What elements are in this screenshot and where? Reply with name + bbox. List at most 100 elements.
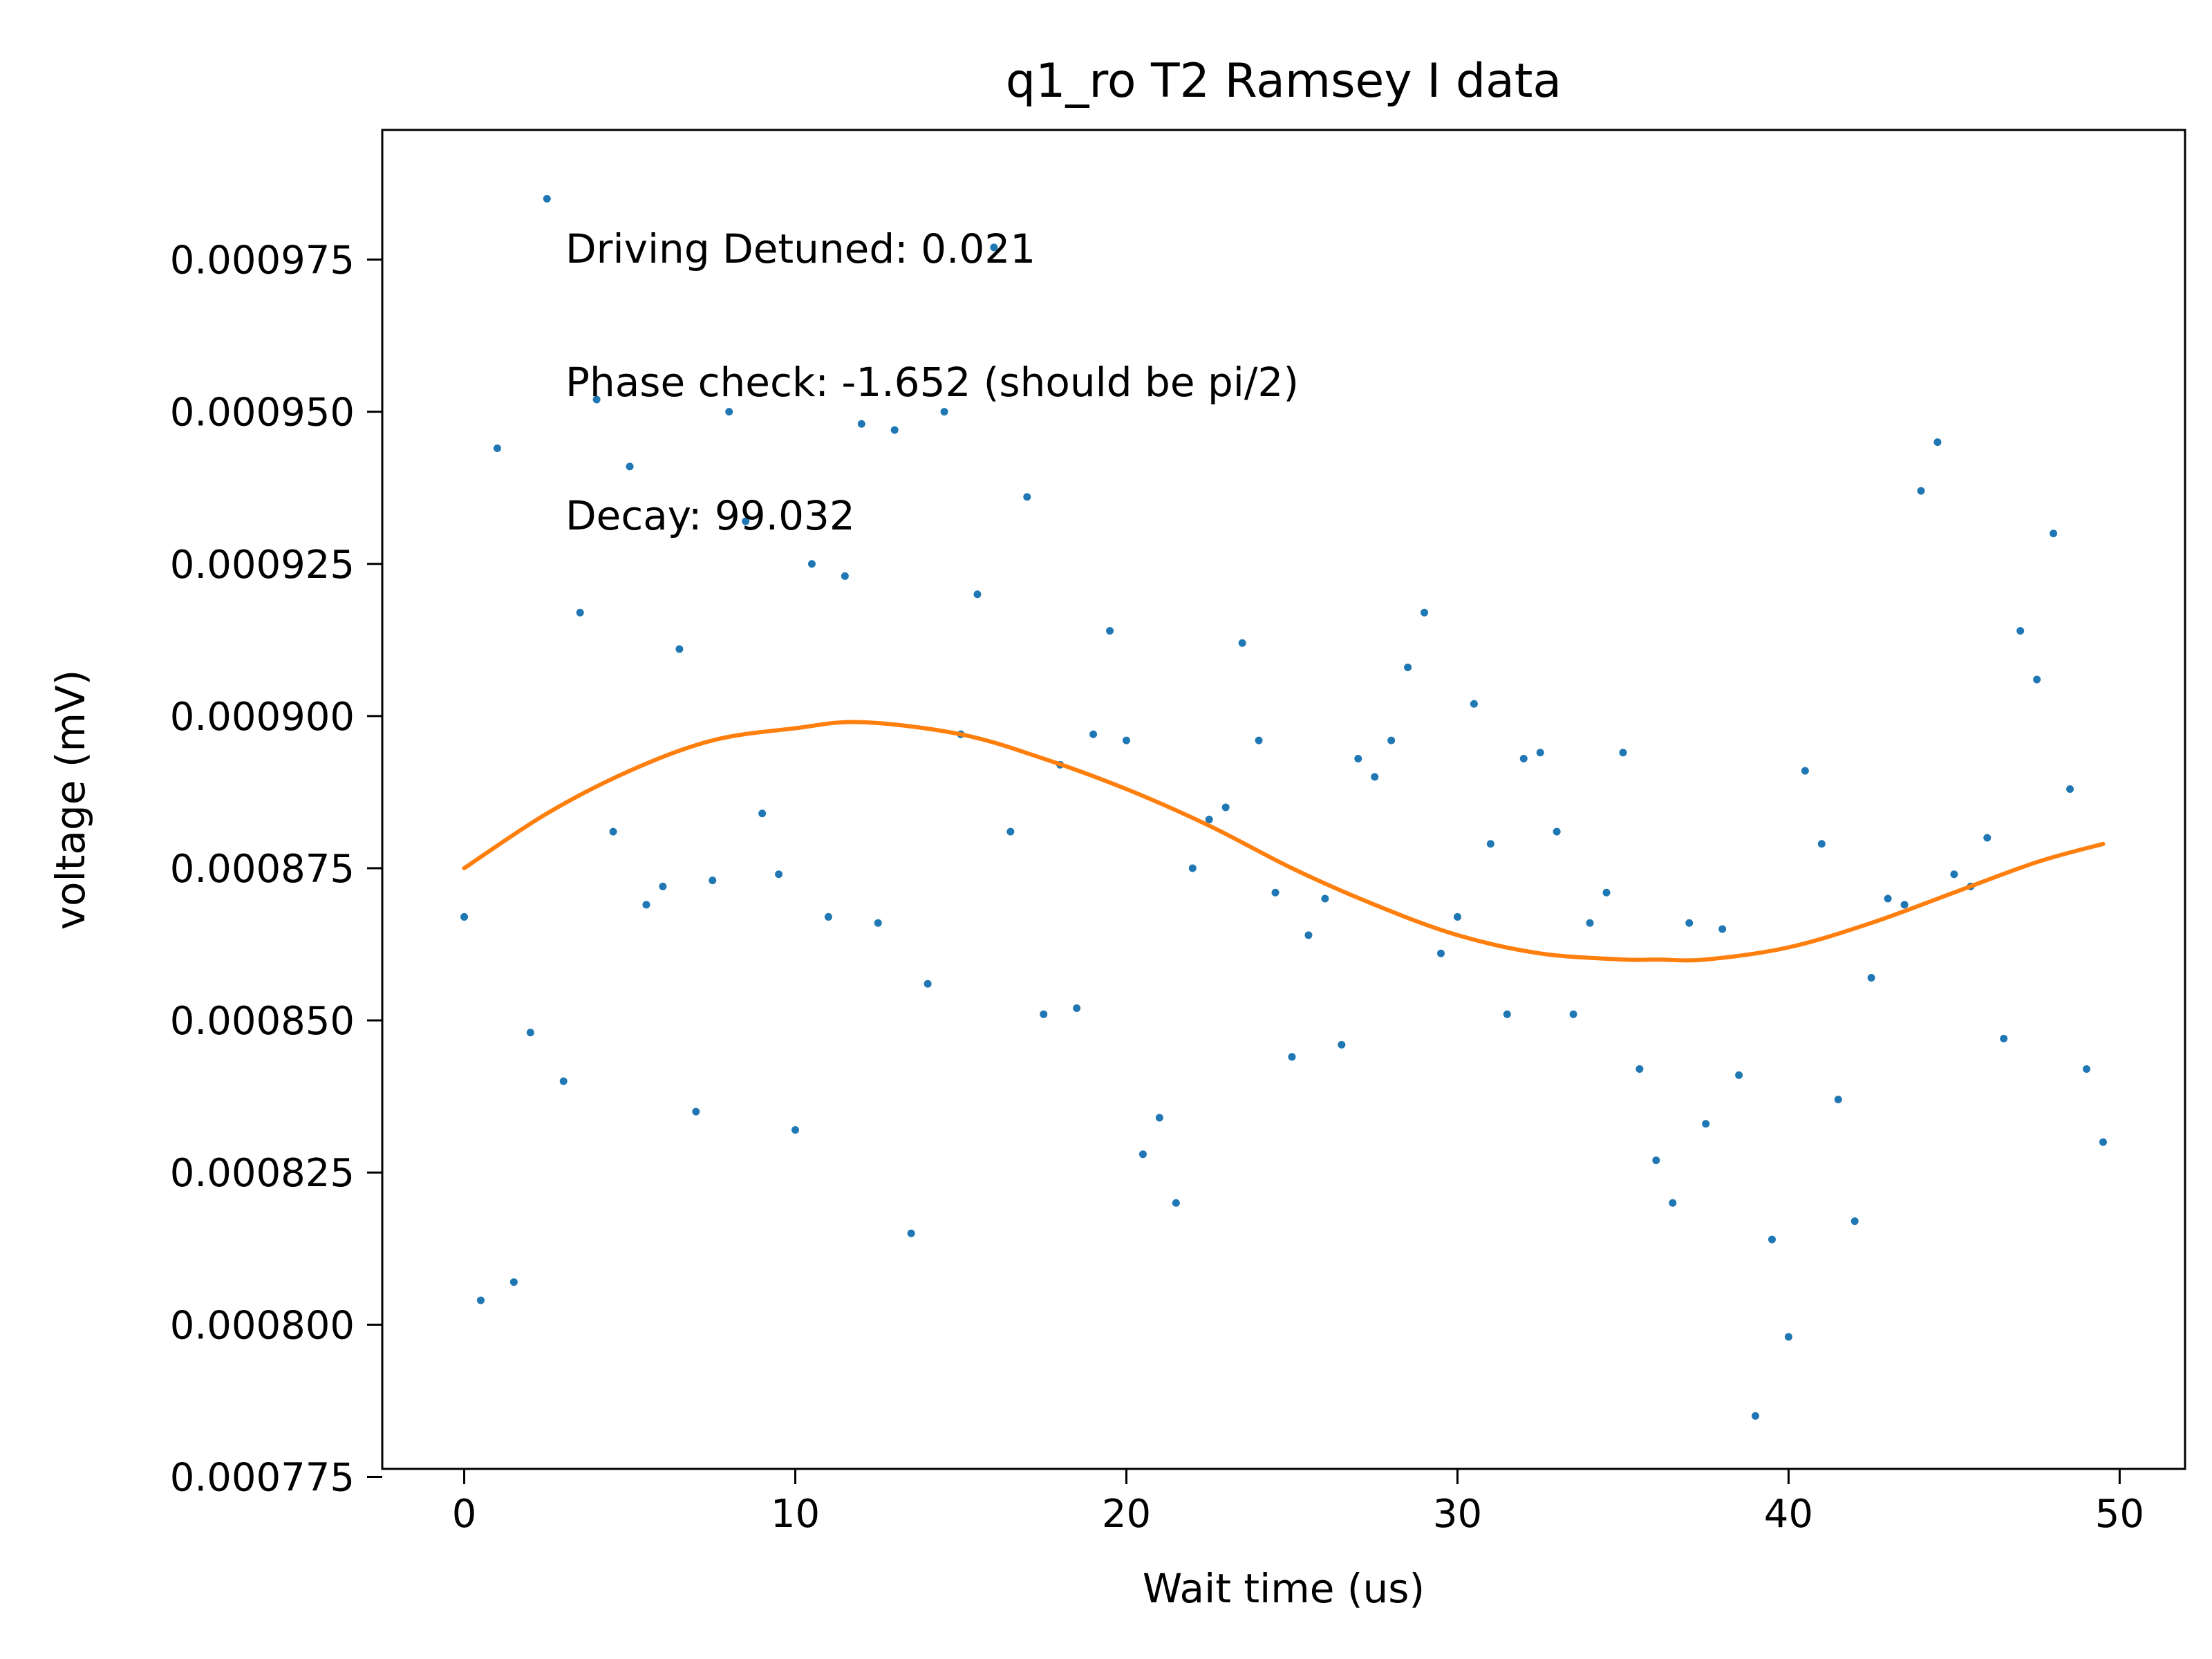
data-point xyxy=(1900,901,1909,909)
data-point xyxy=(675,645,684,653)
data-point xyxy=(2016,627,2025,635)
annotation-phase-check: Phase check: -1.652 (should be pi/2) xyxy=(565,359,1299,406)
data-point xyxy=(1867,973,1875,982)
data-point xyxy=(1238,639,1246,647)
data-point xyxy=(1735,1071,1743,1079)
data-point xyxy=(940,408,948,416)
data-point xyxy=(857,420,865,428)
data-point xyxy=(1933,438,1942,447)
data-point xyxy=(924,980,932,988)
data-point xyxy=(1006,827,1015,836)
data-point xyxy=(1354,755,1362,763)
y-tick-label: 0.000850 xyxy=(170,999,355,1044)
data-point xyxy=(2066,785,2074,794)
y-tick-label: 0.000975 xyxy=(170,238,355,283)
data-point xyxy=(907,1229,915,1237)
data-point xyxy=(1569,1010,1577,1018)
data-point xyxy=(576,608,584,617)
data-point xyxy=(476,1296,485,1304)
data-point xyxy=(1553,827,1561,836)
x-tick-label: 20 xyxy=(1102,1492,1151,1537)
data-point xyxy=(874,919,882,927)
data-point xyxy=(1536,749,1544,757)
data-point xyxy=(1470,700,1478,708)
data-point xyxy=(1205,816,1213,824)
data-point xyxy=(1073,1004,1081,1012)
data-point xyxy=(626,462,634,471)
x-tick-label: 50 xyxy=(2095,1492,2144,1537)
data-point xyxy=(1023,493,1031,501)
data-point xyxy=(1503,1010,1511,1018)
y-tick-label: 0.000775 xyxy=(170,1455,355,1500)
y-tick-label: 0.000800 xyxy=(170,1303,355,1348)
data-point xyxy=(1040,1010,1048,1018)
data-point xyxy=(1138,1150,1147,1159)
data-point xyxy=(1752,1412,1760,1420)
plot-frame xyxy=(381,129,2186,1470)
fit-curve xyxy=(462,720,2106,963)
data-point xyxy=(1817,840,1826,848)
y-axis-label: voltage (mV) xyxy=(47,670,94,930)
data-point xyxy=(775,870,783,879)
data-point xyxy=(2083,1065,2091,1074)
data-point xyxy=(1834,1096,1842,1104)
data-point xyxy=(1304,931,1313,939)
data-point xyxy=(758,809,767,818)
data-point xyxy=(609,827,617,836)
data-point xyxy=(1288,1053,1296,1061)
y-tick-label: 0.000900 xyxy=(170,695,355,740)
data-point xyxy=(1635,1065,1644,1074)
data-point xyxy=(1950,870,1958,879)
data-point xyxy=(1188,864,1197,872)
data-point xyxy=(1155,1114,1163,1122)
data-point xyxy=(2033,675,2041,684)
data-point xyxy=(659,882,667,890)
data-point xyxy=(1106,627,1114,635)
x-tick-label: 10 xyxy=(771,1492,820,1537)
data-point xyxy=(1884,894,1892,903)
data-point xyxy=(1387,736,1396,744)
data-point xyxy=(1602,888,1611,897)
data-point xyxy=(1685,919,1694,927)
data-point xyxy=(791,1126,800,1134)
data-point xyxy=(509,1278,518,1286)
annotations: Driving Detuned: 0.021 Phase check: -1.6… xyxy=(565,225,1299,539)
data-point xyxy=(807,560,816,568)
data-point xyxy=(1255,736,1263,744)
data-point xyxy=(1784,1333,1792,1341)
data-point xyxy=(1486,840,1494,848)
data-point xyxy=(890,426,899,434)
data-point xyxy=(2000,1035,2008,1043)
y-tick-label: 0.000950 xyxy=(170,391,355,435)
data-point xyxy=(1619,749,1627,757)
data-point xyxy=(2050,529,2058,538)
data-point xyxy=(742,517,750,525)
data-point xyxy=(1983,834,1991,842)
y-tick-label: 0.000875 xyxy=(170,847,355,892)
data-point xyxy=(1437,949,1445,957)
x-tick-label: 0 xyxy=(452,1492,477,1537)
data-point xyxy=(1917,487,1925,495)
data-point xyxy=(1172,1199,1180,1207)
data-point xyxy=(1089,730,1098,738)
data-point xyxy=(543,194,551,203)
data-point xyxy=(1421,608,1429,617)
data-point xyxy=(1768,1235,1776,1244)
data-point xyxy=(1404,663,1412,671)
data-point xyxy=(1586,919,1594,927)
x-tick-label: 40 xyxy=(1764,1492,1813,1537)
data-point xyxy=(642,901,650,909)
data-point xyxy=(1453,912,1461,921)
data-point xyxy=(2099,1138,2107,1146)
data-point xyxy=(1321,894,1329,903)
x-axis-label: Wait time (us) xyxy=(1143,1565,1425,1612)
data-point xyxy=(526,1029,534,1037)
data-point xyxy=(1669,1199,1677,1207)
data-point xyxy=(559,1077,568,1085)
data-point xyxy=(460,912,469,921)
annotation-decay: Decay: 99.032 xyxy=(565,492,855,539)
data-point xyxy=(1271,888,1280,897)
data-point xyxy=(709,877,717,885)
